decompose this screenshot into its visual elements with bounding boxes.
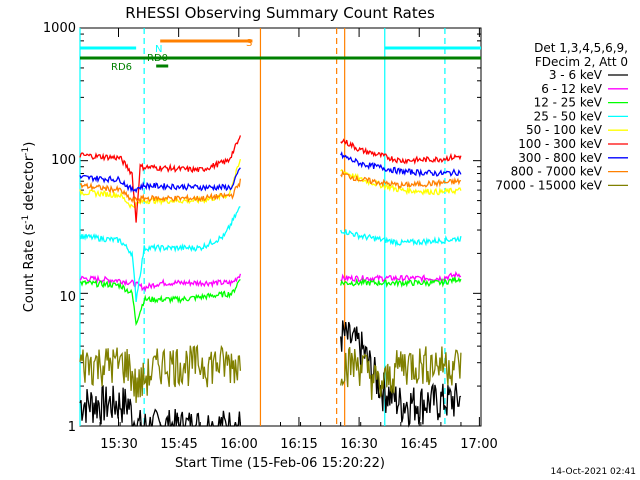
annotation-label-rd0: RD0: [147, 53, 168, 64]
legend-label: 7000 - 15000 keV: [495, 178, 602, 192]
x-tick-label: 16:00: [220, 437, 257, 452]
footer-timestamp: 14-Oct-2021 02:41: [551, 467, 636, 477]
series-line: [79, 167, 241, 194]
legend-label: 6 - 12 keV: [541, 82, 603, 96]
legend-title-1: Det 1,3,4,5,6,9,: [534, 41, 628, 55]
annotation-label-s: S: [246, 38, 252, 49]
x-tick-label: 16:15: [280, 437, 317, 452]
legend-title-2: FDecim 2, Att 0: [535, 55, 628, 69]
series-line: [340, 138, 462, 165]
series-line: [340, 276, 462, 288]
chart-title: RHESSI Observing Summary Count Rates: [125, 4, 435, 22]
x-axis-label: Start Time (15-Feb-06 15:20:22): [175, 456, 385, 471]
x-tick-label: 16:45: [400, 437, 437, 452]
y-tick-label-1000: 1000: [43, 21, 76, 36]
x-tick-label: 17:00: [460, 437, 497, 452]
annotation-label-rd6: RD6: [111, 62, 132, 73]
legend-label: 300 - 800 keV: [518, 151, 602, 165]
legend-label: 100 - 300 keV: [518, 137, 602, 151]
legend-label: 12 - 25 keV: [534, 96, 603, 110]
x-tick-label: 16:30: [340, 437, 377, 452]
series-line: [340, 270, 462, 284]
y-tick-label-10: 10: [59, 290, 76, 305]
axis-ticks: [79, 27, 482, 427]
series-line: [340, 168, 462, 196]
legend-label: 25 - 50 keV: [534, 109, 603, 123]
series-line: [79, 206, 241, 302]
series-line: [79, 135, 242, 223]
series-line: [340, 169, 461, 190]
legend-label: 800 - 7000 keV: [511, 165, 603, 179]
annotation-label-n: N: [155, 44, 162, 55]
legend-label: 3 - 6 keV: [549, 68, 603, 82]
legend-label: 50 - 100 keV: [526, 123, 603, 137]
series-line: [79, 344, 242, 403]
x-tick-label: 15:30: [100, 437, 137, 452]
series-line: [340, 229, 462, 248]
y-tick-label-100: 100: [51, 153, 76, 168]
series-line: [79, 384, 242, 427]
series-layer: [79, 135, 462, 428]
x-tick-label: 15:45: [160, 437, 197, 452]
series-line: [80, 278, 241, 327]
series-line: [340, 151, 462, 178]
series-line: [79, 178, 242, 204]
legend: Det 1,3,4,5,6,9, FDecim 2, Att 0 3 - 6 k…: [495, 41, 628, 192]
y-tick-label-1: 1: [68, 420, 76, 435]
series-line: [340, 346, 462, 400]
series-line: [79, 158, 242, 210]
series-line: [79, 273, 242, 293]
y-axis-label: Count Rate (s-1 detector-1): [21, 142, 37, 313]
